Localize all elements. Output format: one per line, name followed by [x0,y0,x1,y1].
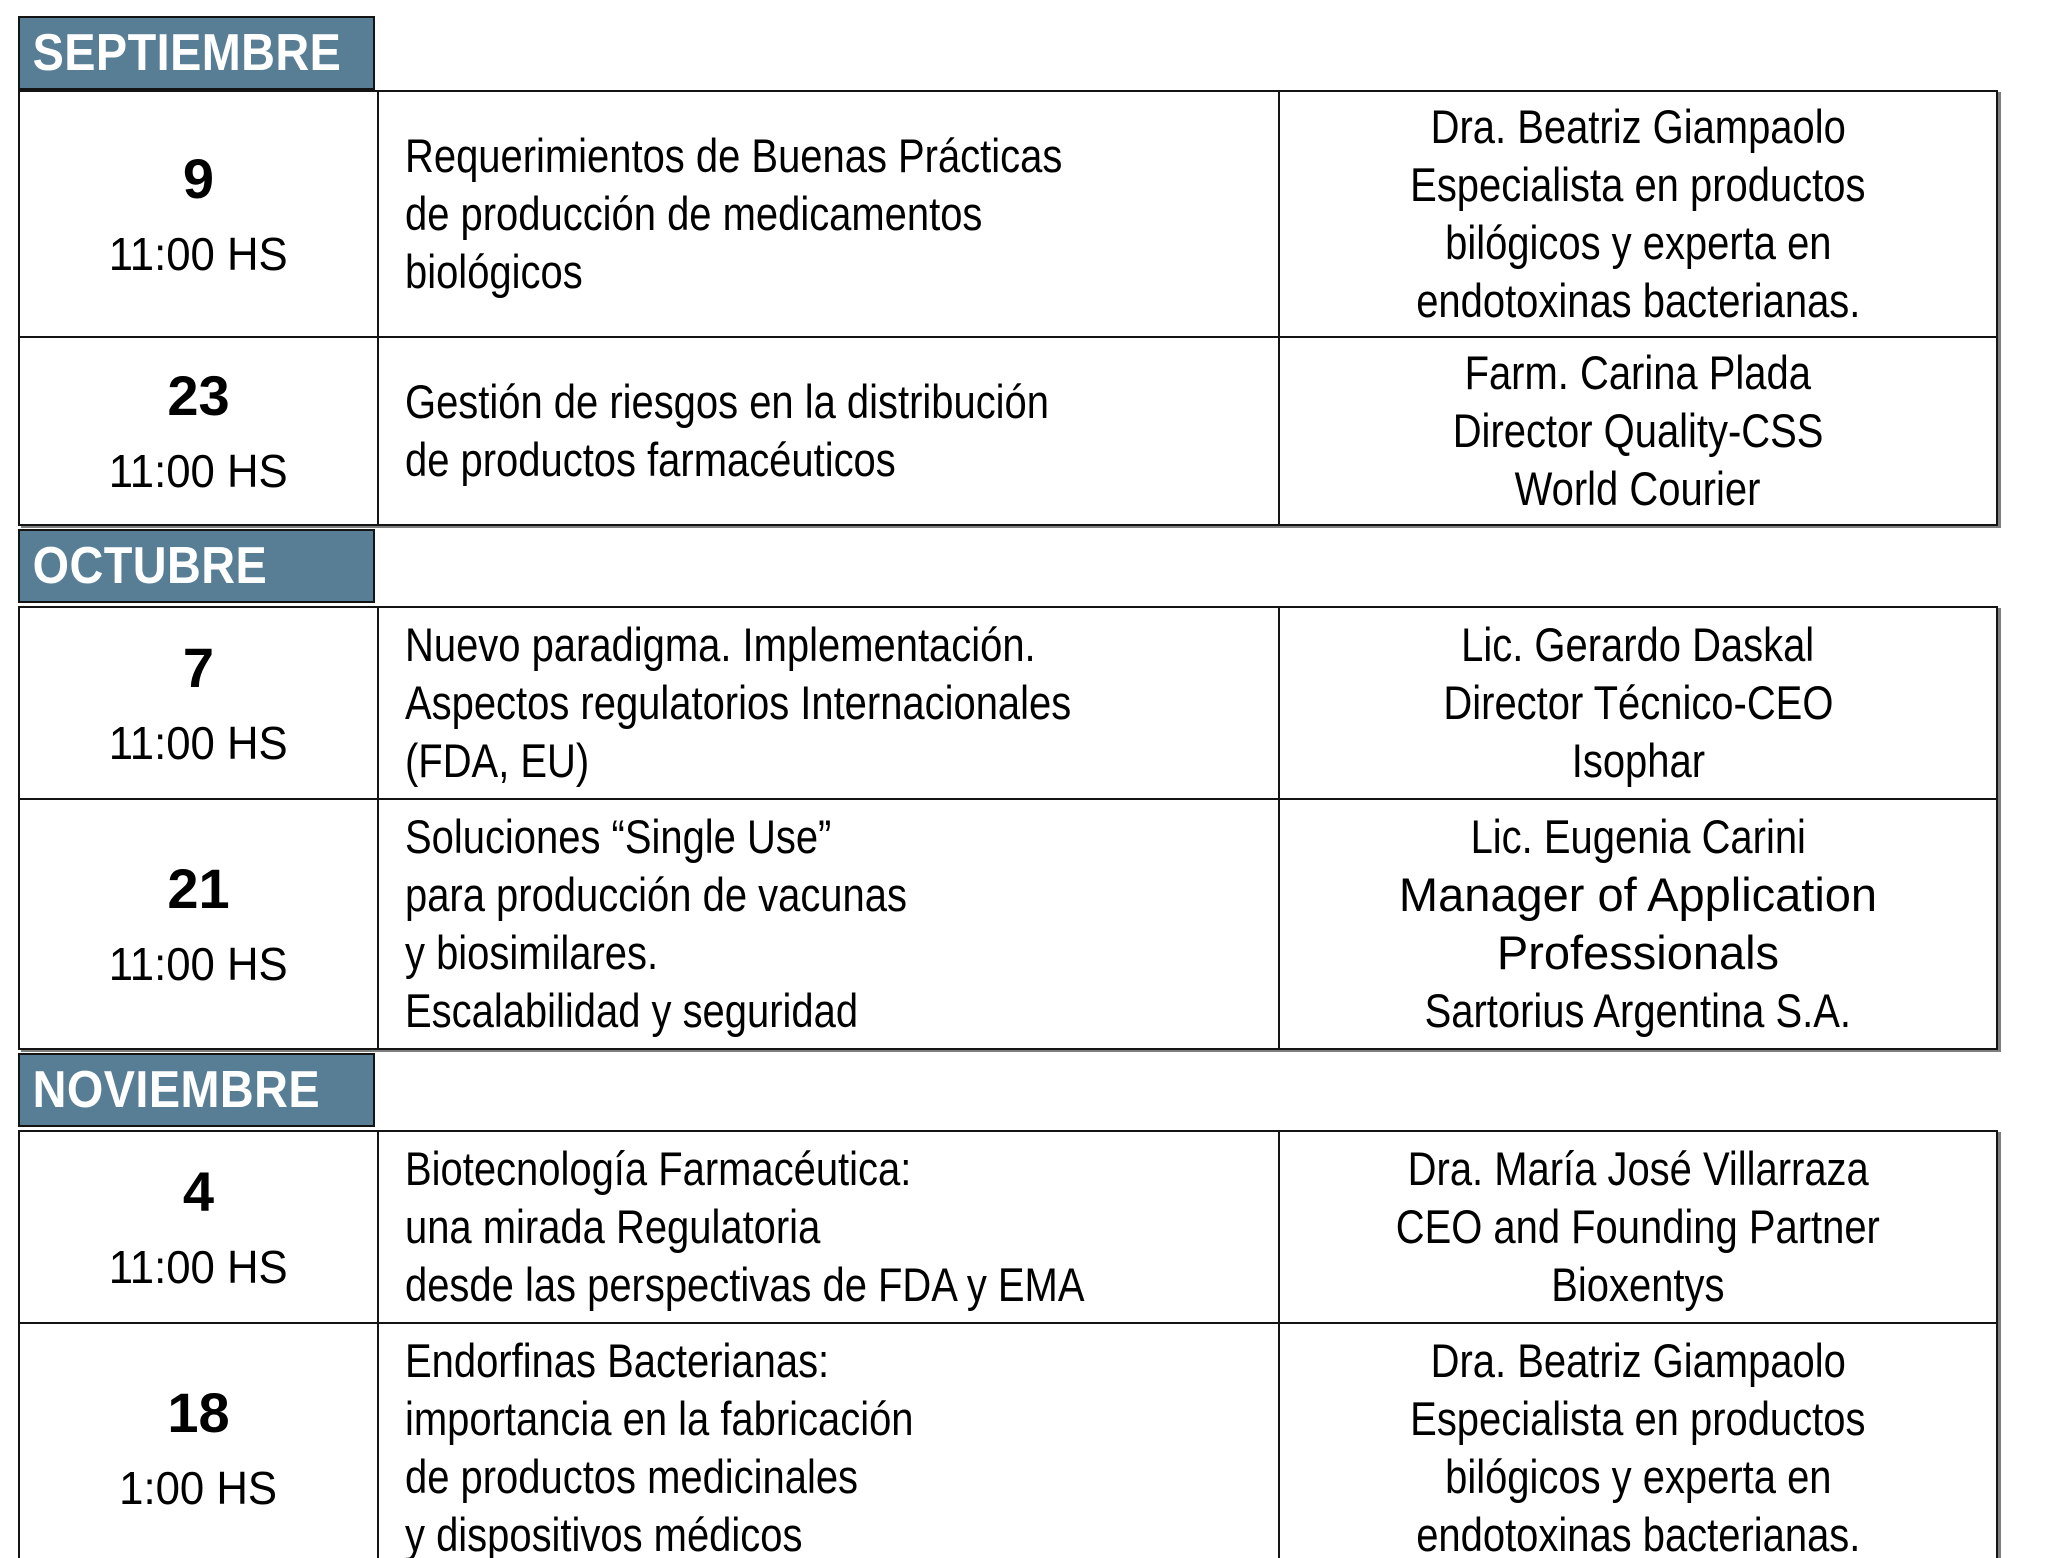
month-header-noviembre: NOVIEMBRE [18,1053,375,1127]
event-speaker-line: Professionals [1496,926,1780,979]
event-speaker-line: Director Quality-CSS [1452,404,1824,457]
event-row: 7 11:00 HS Nuevo paradigma. Implementación… [20,608,1996,798]
event-time: 11:00 HS [109,717,288,769]
event-date-cell: 23 11:00 HS [20,338,377,524]
event-title-cell: Biotecnología Farmacéutica: una mirada Re… [377,1132,1280,1322]
event-speaker-line: Dra. María José Villarraza [1407,1142,1869,1195]
event-title-line: desde las perspectivas de FDA y EMA [405,1258,1085,1311]
event-speaker-line: endotoxinas bacterianas. [1415,274,1861,327]
month-row-noviembre: NOVIEMBRE [18,1053,2069,1127]
event-title-cell: Requerimientos de Buenas Prácticas de pro… [377,92,1280,336]
month-block-octubre: 7 11:00 HS Nuevo paradigma. Implementación… [18,606,1998,1050]
month-row-septiembre: SEPTIEMBRE [18,16,2069,90]
event-speaker-line: bilógicos y experta en [1444,1450,1832,1503]
event-speaker-line: Farm. Carina Plada [1464,346,1812,399]
event-day: 23 [167,364,230,427]
event-speaker-line: CEO and Founding Partner [1395,1200,1881,1253]
event-title-line: de producción de medicamentos [405,187,983,240]
event-day: 4 [182,1160,215,1223]
event-day: 21 [167,857,230,920]
event-row: 18 1:00 HS Endorfinas Bacterianas: importan… [20,1322,1996,1558]
month-header-label: NOVIEMBRE [32,1061,321,1119]
event-title-cell: Nuevo paradigma. Implementación. Aspectos… [377,608,1280,798]
event-speaker-line: Dra. Beatriz Giampaolo [1430,1334,1846,1387]
event-date-cell: 9 11:00 HS [20,92,377,336]
event-title-line: importancia en la fabricación [405,1392,914,1445]
event-title-line: Aspectos regulatorios Internacionales [405,676,1072,729]
event-speaker-cell: Dra. Beatriz Giampaolo Especialista en pr… [1280,1324,1996,1558]
event-row: 9 11:00 HS Requerimientos de Buenas Prácti… [20,92,1996,336]
month-block-septiembre: 9 11:00 HS Requerimientos de Buenas Prácti… [18,90,1998,526]
event-title-line: (FDA, EU) [405,734,590,787]
month-header-septiembre: SEPTIEMBRE [18,16,375,90]
event-speaker-line: Dra. Beatriz Giampaolo [1430,100,1846,153]
event-title-cell: Soluciones “Single Use” para producción d… [377,800,1280,1048]
event-title-line: Requerimientos de Buenas Prácticas [405,129,1063,182]
event-date-cell: 7 11:00 HS [20,608,377,798]
event-speaker-cell: Lic. Gerardo Daskal Director Técnico-CEO I… [1280,608,1996,798]
event-title-line: Escalabilidad y seguridad [405,984,859,1037]
event-speaker-line: Director Técnico-CEO [1443,676,1833,729]
month-header-octubre: OCTUBRE [18,529,375,603]
event-day: 9 [182,147,215,210]
month-header-label: OCTUBRE [32,537,268,595]
event-speaker-line: Especialista en productos [1410,1392,1866,1445]
event-date-cell: 18 1:00 HS [20,1324,377,1558]
event-row: 21 11:00 HS Soluciones “Single Use” para pr… [20,798,1996,1048]
month-block-noviembre: 4 11:00 HS Biotecnología Farmacéutica: una … [18,1130,1998,1558]
event-date-cell: 21 11:00 HS [20,800,377,1048]
event-title-line: Endorfinas Bacterianas: [405,1334,830,1387]
event-speaker-cell: Lic. Eugenia Carini Manager of Applicatio… [1280,800,1996,1048]
event-row: 23 11:00 HS Gestión de riesgos en la distr… [20,336,1996,524]
event-speaker-line: Lic. Eugenia Carini [1470,810,1806,863]
event-speaker-line: Isophar [1571,734,1705,787]
event-row: 4 11:00 HS Biotecnología Farmacéutica: una … [20,1132,1996,1322]
schedule-table: SEPTIEMBRE 9 11:00 HS Requerimientos de Bue… [18,16,2069,1558]
event-speaker-line: Sartorius Argentina S.A. [1424,984,1852,1037]
event-title-line: Biotecnología Farmacéutica: [405,1142,912,1195]
event-title-line: Soluciones “Single Use” [405,810,832,863]
event-title-line: para producción de vacunas [405,868,907,921]
event-time: 1:00 HS [119,1462,278,1514]
event-title-line: y dispositivos médicos [405,1508,803,1558]
event-title-line: y biosimilares. [405,926,659,979]
event-title-cell: Endorfinas Bacterianas: importancia en la… [377,1324,1280,1558]
event-title-cell: Gestión de riesgos en la distribución de … [377,338,1280,524]
event-speaker-cell: Dra. María José Villarraza CEO and Foundi… [1280,1132,1996,1322]
event-speaker-line: bilógicos y experta en [1444,216,1832,269]
event-time: 11:00 HS [109,445,288,497]
event-speaker-line: World Courier [1515,462,1761,515]
event-title-line: una mirada Regulatoria [405,1200,821,1253]
event-speaker-line: Manager of Application [1398,868,1878,921]
event-time: 11:00 HS [109,938,288,990]
event-day: 18 [167,1381,230,1444]
event-speaker-cell: Dra. Beatriz Giampaolo Especialista en pr… [1280,92,1996,336]
event-day: 7 [182,636,215,699]
event-speaker-line: Bioxentys [1551,1258,1725,1311]
event-time: 11:00 HS [109,1241,288,1293]
event-speaker-line: endotoxinas bacterianas. [1415,1508,1861,1558]
month-header-label: SEPTIEMBRE [32,24,342,82]
event-speaker-line: Lic. Gerardo Daskal [1461,618,1815,671]
event-title-line: de productos medicinales [405,1450,859,1503]
event-time: 11:00 HS [109,228,288,280]
month-row-octubre: OCTUBRE [18,529,2069,603]
event-date-cell: 4 11:00 HS [20,1132,377,1322]
event-title-line: Nuevo paradigma. Implementación. [405,618,1036,671]
event-speaker-cell: Farm. Carina Plada Director Quality-CSS Wo… [1280,338,1996,524]
event-speaker-line: Especialista en productos [1410,158,1866,211]
event-title-line: de productos farmacéuticos [405,433,896,486]
event-title-line: Gestión de riesgos en la distribución [405,375,1050,428]
event-title-line: biológicos [405,245,583,298]
